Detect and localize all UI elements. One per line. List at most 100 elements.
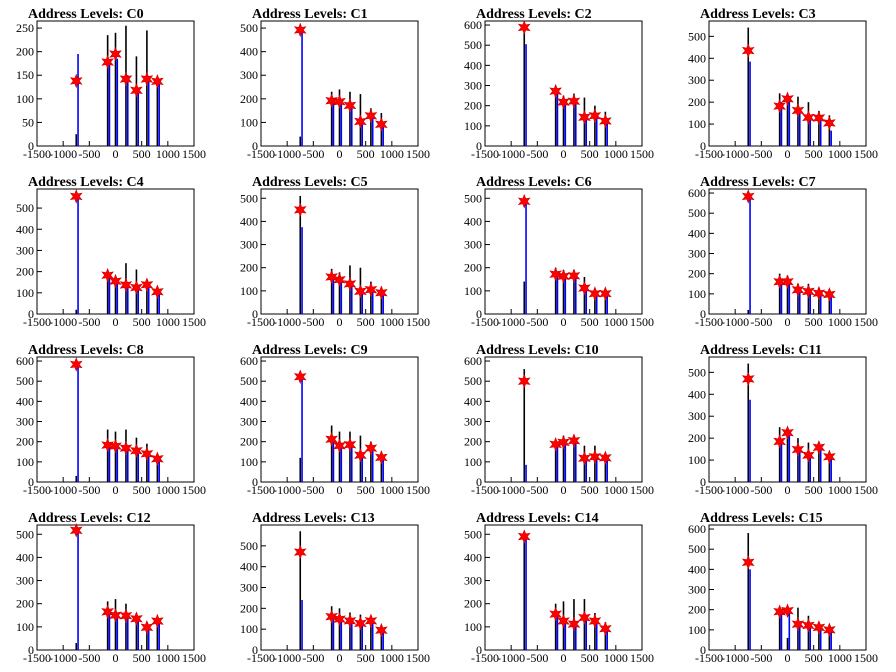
black-bar [604,457,607,482]
red-star-marker [812,285,826,301]
x-tick-label: 0 [561,315,567,329]
red-star-marker [578,610,591,625]
blue-bar [382,293,384,314]
x-tick-label: 0 [785,147,791,161]
x-tick-label: 500 [581,147,599,161]
blue-bar [77,54,79,146]
red-star-marker [101,54,115,70]
black-bar [573,435,575,482]
y-tick-label: 500 [464,374,482,388]
blue-bar [126,615,129,650]
blue-bar [809,454,812,482]
blue-bar [798,623,801,650]
red-star-marker [151,74,164,89]
x-tick-label: 1500 [182,651,206,665]
panel-c15: Address Levels: C15 0 100 200 300 400 500 600 -1… [688,511,878,665]
red-star-marker [343,613,357,629]
x-tick-label: 500 [805,147,823,161]
red-star-marker [325,431,339,447]
blue-bar [564,276,567,314]
y-tick-label: 400 [464,58,482,72]
y-tick-label: 500 [16,374,34,388]
black-bar [604,290,607,314]
x-tick-label: 1000 [380,315,404,329]
y-tick-label: 300 [16,243,34,257]
blue-bar [798,289,801,314]
red-star-marker [773,274,787,290]
red-star-marker [588,286,602,301]
y-tick-label: 100 [688,117,706,131]
blue-bar [350,444,353,482]
red-star-marker [741,371,755,387]
black-bar [583,276,586,314]
red-star-marker [549,606,563,622]
y-tick-label: 300 [240,68,258,82]
black-bar [380,627,383,650]
black-bar [146,30,148,146]
blue-bar [77,530,79,650]
red-star-marker [599,450,612,466]
x-tick-label: -1500 [471,651,499,665]
red-star-marker [802,618,815,633]
black-bar [594,105,596,146]
x-tick-label: -1000 [49,651,77,665]
x-tick-label: -1000 [273,315,301,329]
panel-c12: Address Levels: C12 0 100 200 300 400 500 -1500… [16,511,206,665]
y-tick-label: 200 [16,45,34,59]
y-tick-label: 300 [464,79,482,93]
x-tick-label: 500 [357,483,375,497]
red-star-marker [557,613,570,629]
red-star-marker [588,613,602,629]
y-tick-label: 300 [240,581,258,595]
x-tick-label: -500 [302,147,324,161]
x-tick-label: 0 [561,147,567,161]
black-bar [828,289,831,314]
blue-bar [606,120,608,146]
red-star-marker [151,451,164,467]
blue-bar [382,629,384,650]
black-bar [747,533,750,650]
y-tick-label: 400 [16,394,34,408]
red-star-marker [69,73,83,89]
blue-bar [595,293,598,314]
blue-bar [340,618,343,650]
blue-bar [77,196,79,314]
y-tick-label: 200 [464,99,482,113]
red-star-marker [781,603,794,619]
blue-bar [525,464,527,482]
black-bar [106,271,109,314]
black-bar [330,425,333,482]
red-star-marker [333,94,346,109]
blue-bar [137,618,140,650]
blue-bar [809,291,812,314]
panel-c6: Address Levels: C60100200300400500-1500-… [464,175,654,329]
black-bar [594,612,596,650]
blue-bar [147,453,150,482]
x-tick-label: 1500 [630,147,654,161]
chart-title: Address Levels: C10 [476,343,599,358]
blue-bar [798,109,801,146]
x-tick-label: 0 [337,147,343,161]
blue-bar [606,457,608,482]
x-tick-label: -1500 [695,651,723,665]
red-star-marker [517,373,531,389]
blue-bar [108,445,111,482]
black-bar [349,431,351,482]
y-tick-label: 0 [28,643,34,657]
blue-bar [585,288,588,314]
x-tick-label: -1500 [23,651,51,665]
x-tick-label: 1500 [406,651,430,665]
blue-bar [116,615,119,650]
black-bar [747,363,750,482]
blue-bar [108,611,111,650]
black-bar [299,457,302,482]
red-star-marker [375,622,388,638]
y-tick-label: 500 [240,539,258,553]
black-bar [146,443,148,482]
y-tick-label: 400 [464,550,482,564]
blue-bar [556,444,559,482]
black-bar [604,622,607,650]
x-tick-label: -500 [302,483,324,497]
black-bar [828,627,831,650]
y-tick-label: 300 [464,415,482,429]
